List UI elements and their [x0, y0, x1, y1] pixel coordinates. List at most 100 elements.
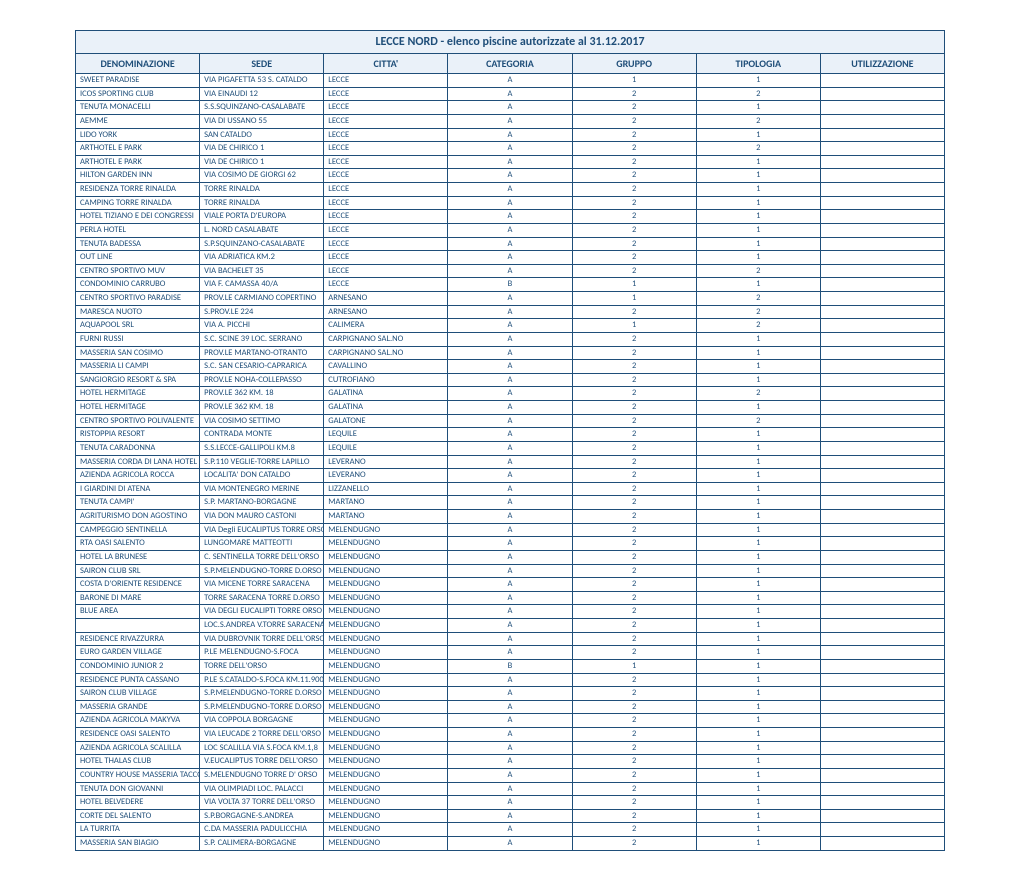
- cell: CARPIGNANO SAL.NO: [324, 332, 448, 346]
- cell: MASSERIA LI CAMPI: [76, 360, 200, 374]
- cell: 2: [572, 264, 696, 278]
- cell: 2: [572, 837, 696, 851]
- cell: MELENDUGNO: [324, 659, 448, 673]
- cell: 1: [696, 605, 820, 619]
- cell: MELENDUGNO: [324, 591, 448, 605]
- header-row: DENOMINAZIONE SEDE CITTA' CATEGORIA GRUP…: [76, 54, 945, 74]
- table-row: ICOS SPORTING CLUBVIA EINAUDI 12LECCEA22: [76, 87, 945, 101]
- cell: GALATINA: [324, 387, 448, 401]
- cell: [820, 809, 944, 823]
- table-row: HOTEL TIZIANO E DEI CONGRESSIVIALE PORTA…: [76, 210, 945, 224]
- cell: 1: [696, 496, 820, 510]
- cell: MASSERIA SAN COSIMO: [76, 346, 200, 360]
- cell: EURO GARDEN VILLAGE: [76, 646, 200, 660]
- cell: MELENDUGNO: [324, 768, 448, 782]
- table-row: OUT LINEVIA ADRIATICA KM.2LECCEA21: [76, 251, 945, 265]
- cell: RESIDENCE OASI SALENTO: [76, 728, 200, 742]
- cell: [820, 142, 944, 156]
- cell: MELENDUGNO: [324, 687, 448, 701]
- cell: MELENDUGNO: [324, 632, 448, 646]
- cell: 2: [572, 441, 696, 455]
- cell: RTA OASI SALENTO: [76, 537, 200, 551]
- cell: 1: [696, 755, 820, 769]
- cell: A: [448, 332, 572, 346]
- cell: CENTRO SPORTIVO PARADISE: [76, 292, 200, 306]
- cell: S.P.MELENDUGNO-TORRE D.ORSO: [200, 564, 324, 578]
- cell: SAN CATALDO: [200, 128, 324, 142]
- cell: VIA MICENE TORRE SARACENA: [200, 578, 324, 592]
- cell: VIA LEUCADE 2 TORRE DELL'ORSO: [200, 728, 324, 742]
- cell: VIA BACHELET 35: [200, 264, 324, 278]
- cell: 2: [696, 292, 820, 306]
- cell: [820, 210, 944, 224]
- cell: 1: [696, 550, 820, 564]
- cell: A: [448, 74, 572, 88]
- cell: CENTRO SPORTIVO MUV: [76, 264, 200, 278]
- cell: LECCE: [324, 264, 448, 278]
- cell: S.S.SQUINZANO-CASALABATE: [200, 101, 324, 115]
- cell: [820, 264, 944, 278]
- cell: A: [448, 360, 572, 374]
- cell: COSTA D'ORIENTE RESIDENCE: [76, 578, 200, 592]
- cell: [820, 196, 944, 210]
- cell: VIA DEGLI EUCALIPTI TORRE ORSO: [200, 605, 324, 619]
- cell: TENUTA CAMPI': [76, 496, 200, 510]
- cell: [820, 768, 944, 782]
- col-citta: CITTA': [324, 54, 448, 74]
- cell: 1: [696, 741, 820, 755]
- table-row: BARONE DI MARETORRE SARACENA TORRE D.ORS…: [76, 591, 945, 605]
- cell: MELENDUGNO: [324, 823, 448, 837]
- cell: CARPIGNANO SAL.NO: [324, 346, 448, 360]
- cell: [820, 360, 944, 374]
- cell: 1: [696, 223, 820, 237]
- cell: 2: [572, 591, 696, 605]
- cell: VIA DE CHIRICO 1: [200, 155, 324, 169]
- cell: CAMPEGGIO SENTINELLA: [76, 523, 200, 537]
- cell: MASSERIA CORDA DI LANA HOTEL: [76, 455, 200, 469]
- table-row: ARTHOTEL E PARKVIA DE CHIRICO 1LECCEA21: [76, 155, 945, 169]
- table-row: LOC.S.ANDREA V.TORRE SARACENAMELENDUGNOA…: [76, 619, 945, 633]
- cell: [820, 237, 944, 251]
- cell: [820, 646, 944, 660]
- cell: LECCE: [324, 74, 448, 88]
- cell: LECCE: [324, 210, 448, 224]
- cell: LEVERANO: [324, 469, 448, 483]
- cell: 1: [696, 74, 820, 88]
- cell: LECCE: [324, 278, 448, 292]
- cell: A: [448, 155, 572, 169]
- cell: A: [448, 373, 572, 387]
- cell: 1: [696, 564, 820, 578]
- cell: 2: [572, 305, 696, 319]
- cell: A: [448, 809, 572, 823]
- cell: 1: [696, 659, 820, 673]
- cell: 1: [696, 360, 820, 374]
- table-row: RTA OASI SALENTOLUNGOMARE MATTEOTTIMELEN…: [76, 537, 945, 551]
- cell: TENUTA BADESSA: [76, 237, 200, 251]
- cell: [820, 128, 944, 142]
- cell: CAVALLINO: [324, 360, 448, 374]
- cell: MELENDUGNO: [324, 809, 448, 823]
- cell: [820, 564, 944, 578]
- cell: A: [448, 537, 572, 551]
- cell: MELENDUGNO: [324, 564, 448, 578]
- cell: 2: [572, 169, 696, 183]
- cell: CAMPING TORRE RINALDA: [76, 196, 200, 210]
- cell: A: [448, 550, 572, 564]
- cell: [820, 169, 944, 183]
- cell: A: [448, 441, 572, 455]
- table-row: HILTON GARDEN INNVIA COSIMO DE GIORGI 62…: [76, 169, 945, 183]
- cell: A: [448, 591, 572, 605]
- cell: [820, 741, 944, 755]
- table-row: RISTOPPIA RESORTCONTRADA MONTELEQUILEA21: [76, 428, 945, 442]
- table-row: MARESCA NUOTOS.PROV.LE 224ARNESANOA22: [76, 305, 945, 319]
- table-row: TENUTA CAMPI'S.P. MARTANO-BORGAGNEMARTAN…: [76, 496, 945, 510]
- cell: [820, 469, 944, 483]
- cell: 2: [572, 673, 696, 687]
- cell: A: [448, 292, 572, 306]
- cell: VIA A. PICCHI: [200, 319, 324, 333]
- table-row: COSTA D'ORIENTE RESIDENCEVIA MICENE TORR…: [76, 578, 945, 592]
- cell: [820, 292, 944, 306]
- cell: 2: [572, 632, 696, 646]
- table-row: HOTEL THALAS CLUBV.EUCALIPTUS TORRE DELL…: [76, 755, 945, 769]
- cell: 2: [572, 373, 696, 387]
